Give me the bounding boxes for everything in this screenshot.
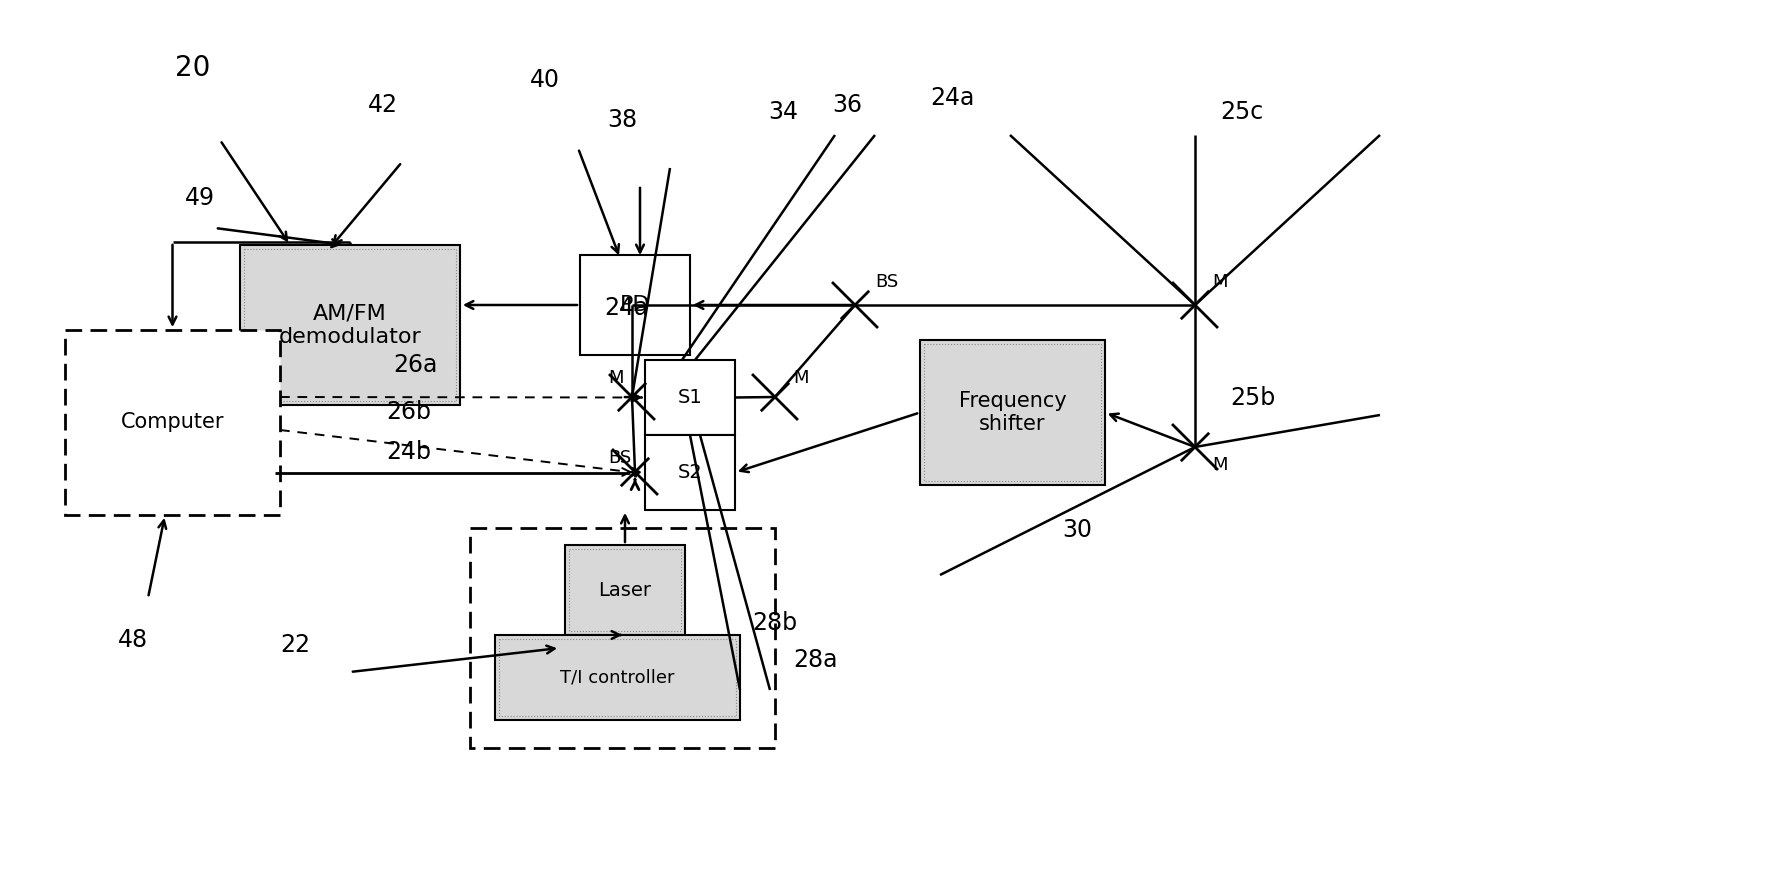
Text: 28b: 28b	[751, 611, 798, 635]
Text: 48: 48	[118, 628, 148, 652]
Text: 49: 49	[186, 186, 214, 210]
Text: 40: 40	[530, 68, 560, 92]
Bar	[494, 635, 741, 720]
Text: 25c: 25c	[1219, 100, 1264, 124]
Bar	[644, 435, 735, 510]
Text: Frequency
shifter: Frequency shifter	[959, 391, 1066, 434]
Text: AM/FM
demodulator: AM/FM demodulator	[278, 304, 421, 347]
Text: 26a: 26a	[393, 353, 437, 377]
Text: Laser: Laser	[598, 580, 652, 599]
Text: S2: S2	[678, 463, 702, 482]
Bar	[925, 344, 1101, 481]
Text: BS: BS	[875, 273, 898, 291]
Text: M: M	[1212, 273, 1228, 291]
Bar	[580, 255, 691, 355]
Text: 42: 42	[368, 93, 398, 117]
Bar	[566, 545, 685, 635]
Text: PD: PD	[619, 295, 650, 315]
Text: 25b: 25b	[1230, 386, 1274, 410]
Text: M: M	[609, 369, 623, 387]
Text: 36: 36	[832, 93, 862, 117]
Text: 28a: 28a	[793, 648, 837, 672]
Text: 26b: 26b	[386, 400, 430, 424]
Text: M: M	[1212, 456, 1228, 474]
Text: 34: 34	[768, 100, 798, 124]
Text: 24b: 24b	[386, 440, 430, 464]
Text: 20: 20	[175, 54, 211, 82]
Text: Computer: Computer	[121, 412, 225, 432]
Text: 24a: 24a	[603, 296, 648, 320]
Bar	[469, 528, 775, 748]
Bar	[239, 245, 461, 405]
Bar	[245, 249, 455, 401]
Bar	[919, 340, 1105, 485]
Text: 30: 30	[1062, 518, 1092, 542]
Text: 24a: 24a	[930, 86, 975, 110]
Text: BS: BS	[609, 449, 632, 467]
Text: M: M	[793, 369, 809, 387]
Bar	[569, 549, 682, 631]
Bar	[500, 639, 735, 716]
Bar	[644, 360, 735, 435]
Bar	[64, 330, 280, 515]
Text: 22: 22	[280, 633, 311, 657]
Text: S1: S1	[678, 388, 702, 407]
Text: T/I controller: T/I controller	[560, 668, 675, 687]
Text: 38: 38	[607, 108, 637, 132]
